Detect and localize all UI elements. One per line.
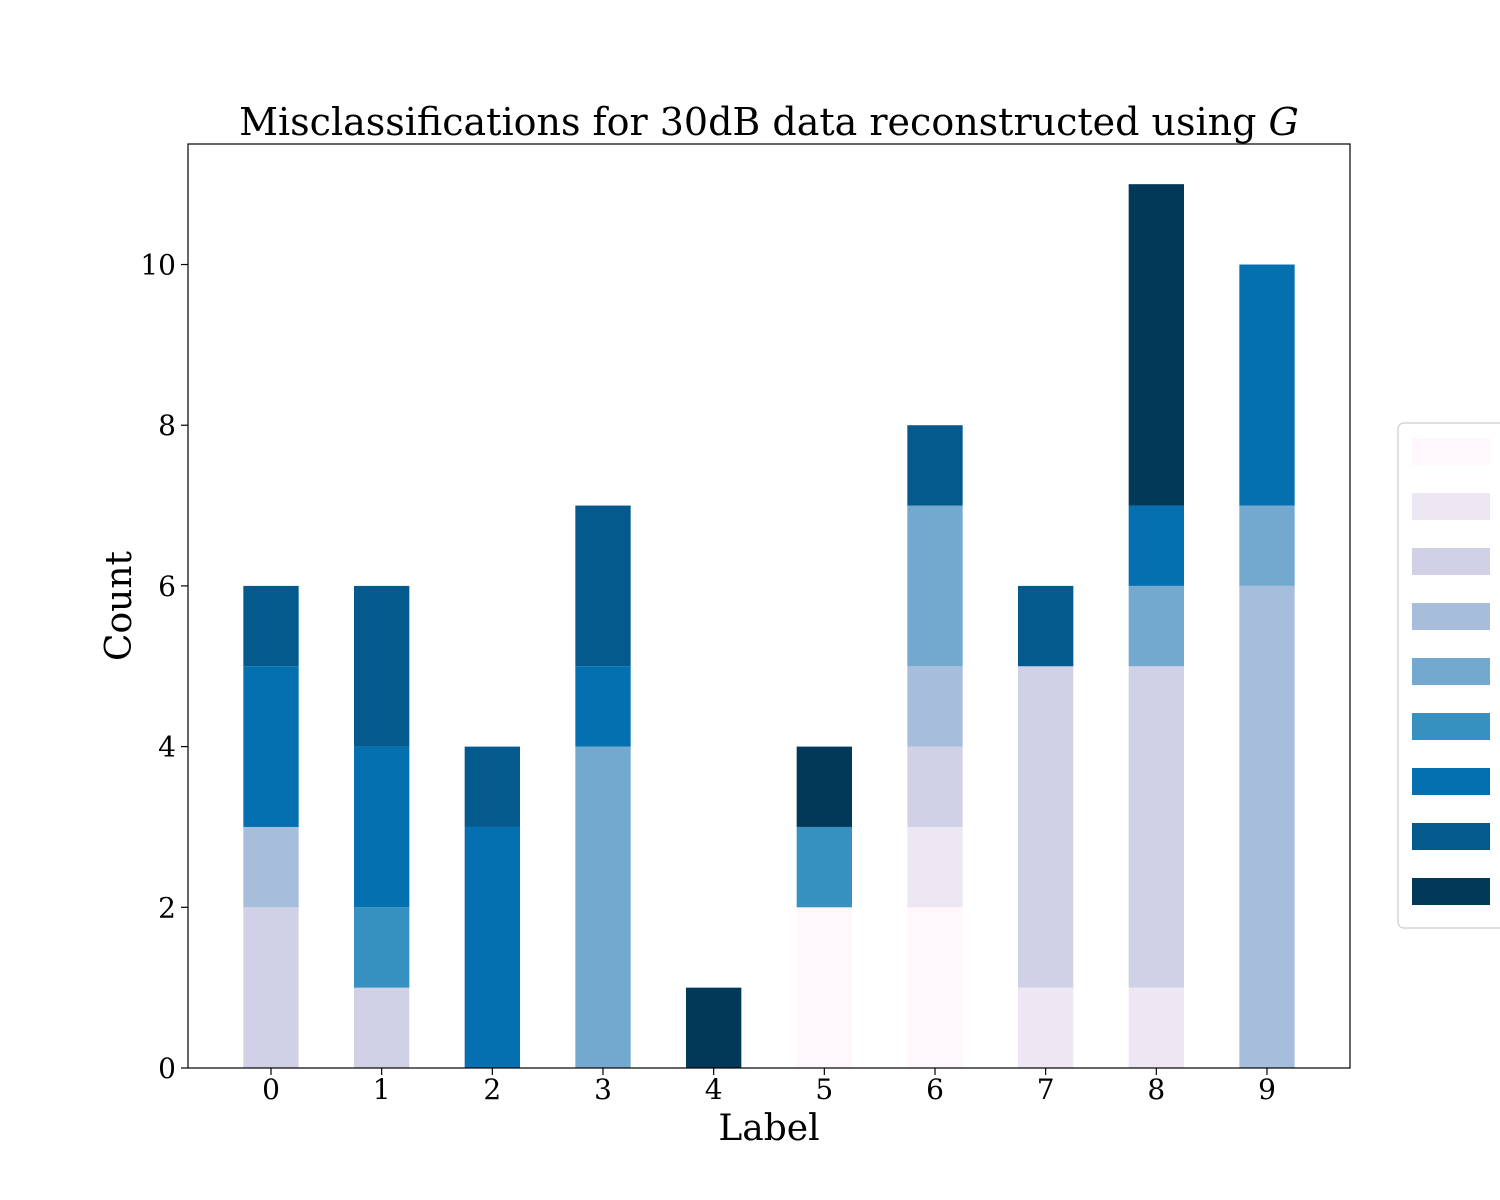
bar-segment-label-3-series-7 xyxy=(575,505,631,667)
bar-segment-label-6-series-3 xyxy=(907,666,963,747)
bar-segment-label-0-series-3 xyxy=(243,826,299,908)
bar-segment-label-1-series-6 xyxy=(354,746,410,908)
bar-segment-label-8-series-8 xyxy=(1128,184,1184,506)
bar-segment-label-3-series-6 xyxy=(575,666,631,747)
x-tick-label: 0 xyxy=(262,1073,280,1106)
bar-segment-label-0-series-7 xyxy=(243,585,299,667)
bar-segment-label-1-series-7 xyxy=(354,585,410,747)
bar-segment-label-2-series-7 xyxy=(464,746,520,827)
legend-swatch-2 xyxy=(1412,548,1490,575)
x-tick-label: 1 xyxy=(373,1073,391,1106)
bar-segment-label-8-series-6 xyxy=(1128,505,1184,586)
y-tick-label: 4 xyxy=(158,731,176,764)
bar-segment-label-5-series-5 xyxy=(796,826,852,908)
legend-swatch-7 xyxy=(1412,823,1490,850)
y-tick-label: 0 xyxy=(158,1052,176,1085)
bar-segment-label-6-series-2 xyxy=(907,746,963,827)
legend-swatch-5 xyxy=(1412,713,1490,740)
bar-segment-label-5-series-8 xyxy=(796,746,852,827)
legend xyxy=(1397,422,1500,929)
bar-segment-label-6-series-0 xyxy=(907,907,963,1068)
bar-segment-label-5-series-0 xyxy=(796,907,852,1068)
bar-segment-label-1-series-2 xyxy=(354,987,410,1068)
bar-segment-label-7-series-1 xyxy=(1018,987,1074,1068)
y-tick-label: 8 xyxy=(158,409,176,442)
x-tick-label: 2 xyxy=(483,1073,501,1106)
chart-title: Misclassifications for 30dB data reconst… xyxy=(239,100,1299,144)
bar-segment-label-8-series-1 xyxy=(1128,987,1184,1068)
bar-segment-label-8-series-4 xyxy=(1128,585,1184,667)
legend-swatch-1 xyxy=(1412,493,1490,520)
x-axis: 0 1 2 3 4 5 6 7 8 9 xyxy=(262,1068,1276,1106)
y-tick-label: 6 xyxy=(158,570,176,603)
x-tick-label: 3 xyxy=(594,1073,612,1106)
bar-segment-label-9-series-3 xyxy=(1239,585,1295,1068)
bar-segment-label-0-series-6 xyxy=(243,666,299,827)
bars-group xyxy=(243,184,1295,1068)
bar-segment-label-6-series-1 xyxy=(907,826,963,908)
x-tick-label: 8 xyxy=(1147,1073,1165,1106)
x-tick-label: 9 xyxy=(1258,1073,1276,1106)
x-tick-label: 6 xyxy=(926,1073,944,1106)
bar-segment-label-0-series-2 xyxy=(243,907,299,1068)
bar-segment-label-7-series-2 xyxy=(1018,666,1074,988)
x-axis-label: Label xyxy=(718,1108,819,1149)
plot-frame xyxy=(187,143,1351,1069)
bar-segment-label-6-series-4 xyxy=(907,505,963,667)
x-tick-label: 4 xyxy=(705,1073,723,1106)
legend-swatch-8 xyxy=(1412,878,1490,905)
legend-swatch-4 xyxy=(1412,658,1490,685)
bar-segment-label-7-series-7 xyxy=(1018,585,1074,667)
y-axis-label: Count xyxy=(99,550,140,661)
bar-segment-label-3-series-4 xyxy=(575,746,631,1068)
x-tick-label: 5 xyxy=(815,1073,833,1106)
x-tick-label: 7 xyxy=(1037,1073,1055,1106)
legend-swatch-3 xyxy=(1412,603,1490,630)
bar-segment-label-4-series-8 xyxy=(686,987,742,1068)
bar-segment-label-9-series-6 xyxy=(1239,264,1295,506)
y-tick-label: 10 xyxy=(140,249,176,282)
bar-segment-label-6-series-7 xyxy=(907,425,963,506)
legend-swatch-6 xyxy=(1412,768,1490,795)
legend-swatch-0 xyxy=(1412,438,1490,465)
bar-segment-label-1-series-5 xyxy=(354,907,410,988)
bar-segment-label-2-series-6 xyxy=(464,826,520,1068)
bar-segment-label-9-series-4 xyxy=(1239,505,1295,586)
y-axis: 0 2 4 6 8 10 xyxy=(140,249,188,1085)
bar-segment-label-8-series-2 xyxy=(1128,666,1184,988)
y-tick-label: 2 xyxy=(158,891,176,924)
